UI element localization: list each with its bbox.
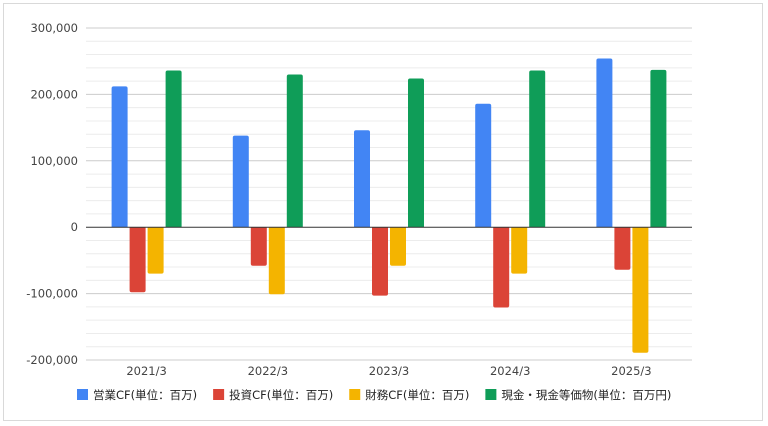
x-tick-label: 2024/3: [490, 364, 530, 378]
y-axis-ticks: 300,000 200,000 100,000 0 -100,000 -200,000: [26, 21, 78, 367]
x-tick-label: 2022/3: [248, 364, 288, 378]
bar-2023-3-series-4: [408, 78, 424, 228]
bar-2022-3-series-1: [232, 135, 249, 228]
legend-swatch: [485, 389, 497, 400]
bar-2023-3-series-2: [372, 227, 388, 296]
bar-2022-3-series-4: [286, 74, 303, 228]
bar-2025-3-series-3: [632, 227, 649, 353]
x-tick-label: 2021/3: [126, 364, 166, 378]
x-tick-label: 2025/3: [611, 364, 651, 378]
bar-2024-3-series-1: [475, 103, 492, 228]
bar-2025-3-series-4: [650, 69, 667, 228]
bar-2024-3-series-4: [529, 70, 546, 228]
legend-swatch: [213, 389, 225, 400]
legend-swatch: [77, 389, 88, 400]
bar-2021-3-series-1: [111, 86, 128, 228]
legend-label: 投資CF(単位：百万): [229, 388, 333, 402]
y-tick-label: 100,000: [30, 154, 78, 168]
legend-label: 財務CF(単位：百万): [365, 388, 469, 402]
bar-2022-3-series-3: [268, 227, 285, 295]
bar-2024-3-series-3: [511, 227, 528, 274]
bar-2021-3-series-3: [147, 227, 164, 274]
bar-2025-3-series-1: [596, 58, 613, 228]
bar-2024-3-series-2: [493, 227, 510, 308]
bar-2021-3-series-2: [129, 227, 146, 293]
bar-2022-3-series-2: [250, 227, 267, 266]
legend: 営業CF(単位：百万) 投資CF(単位：百万) 財務CF(単位：百万) 現金・現金等価…: [77, 388, 671, 402]
bar-2023-3-series-3: [390, 227, 406, 266]
grid-lines: [86, 27, 692, 361]
legend-label: 現金・現金等価物(単位：百万円): [501, 388, 671, 402]
bars: [111, 58, 667, 353]
bar-2021-3-series-4: [165, 70, 182, 228]
legend-label: 営業CF(単位：百万): [93, 388, 197, 402]
y-tick-label: 300,000: [30, 21, 78, 35]
bar-2023-3-series-1: [354, 130, 370, 228]
y-tick-label: 200,000: [30, 87, 78, 101]
x-tick-label: 2023/3: [369, 364, 409, 378]
x-axis-ticks: 2021/3 2022/3 2023/3 2024/3 2025/3: [126, 364, 651, 378]
y-tick-label: -100,000: [26, 287, 78, 301]
y-tick-label: -200,000: [26, 353, 78, 367]
bar-2025-3-series-2: [614, 227, 631, 270]
legend-swatch: [349, 389, 361, 400]
y-tick-label: 0: [71, 220, 78, 234]
